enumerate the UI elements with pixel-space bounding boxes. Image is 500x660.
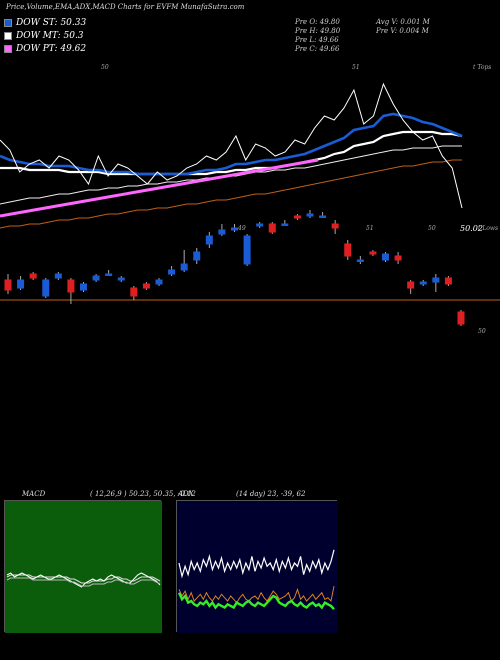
chart-title: Price,Volume,EMA,ADX,MACD Charts for EVF…	[6, 3, 245, 11]
trend-label-5: 50	[428, 225, 436, 232]
adx-plus-di-line	[178, 549, 335, 579]
candle-body	[231, 227, 238, 231]
legend-label-mt: DOW MT: 50.3	[16, 31, 84, 41]
macd-signal-line	[6, 574, 161, 584]
trend-label-4: 51	[366, 225, 374, 232]
ohlc-close: Pre C: 49.66	[295, 45, 340, 53]
legend-dow-st: DOW ST: 50.33	[4, 18, 86, 28]
last-price-label: 50.02	[460, 224, 483, 233]
candle-body	[117, 277, 125, 281]
candle-body	[155, 279, 163, 285]
adx-minus-di-line	[178, 586, 335, 604]
ref-line-label: 50	[478, 328, 486, 335]
adx-plot	[177, 501, 338, 633]
candle-body	[444, 277, 452, 285]
candle-body	[419, 281, 427, 285]
candle-body	[142, 283, 150, 289]
candle-body	[369, 251, 377, 255]
macd-histogram-envelope	[6, 577, 161, 587]
close-price-line	[0, 82, 463, 209]
candle-body	[394, 255, 402, 261]
adx-line	[177, 592, 335, 611]
prev-volume: Pre V: 0.004 M	[376, 27, 429, 35]
candle-body	[407, 281, 415, 289]
candle-body	[218, 229, 226, 235]
adx-params: (14 day) 23, -39, 62	[236, 490, 306, 498]
candle-body	[319, 215, 327, 218]
candle-body	[432, 277, 440, 283]
price-chart	[0, 82, 500, 326]
candle-body	[457, 311, 465, 325]
adx-title: ADX	[178, 490, 194, 498]
avg-volume: Avg V: 0.001 M	[376, 18, 430, 26]
candle-body	[256, 223, 264, 227]
candle-body	[130, 287, 138, 297]
candle-body	[382, 253, 389, 261]
tops-label: t Tops	[473, 64, 492, 71]
legend-label-pt: DOW PT: 49.62	[16, 44, 87, 54]
candle-body	[205, 235, 213, 245]
legend-swatch-mt	[4, 31, 12, 40]
candle-body	[180, 263, 188, 271]
legend-label-st: DOW ST: 50.33	[16, 18, 87, 28]
macd-plot	[5, 501, 162, 633]
pink-trend-line	[0, 158, 319, 218]
legend-dow-pt: DOW PT: 49.62	[4, 44, 86, 54]
legend-dow-mt: DOW MT: 50.3	[4, 31, 84, 41]
candle-body	[42, 279, 50, 297]
trend-label-3: 49	[238, 225, 246, 232]
candle-body	[29, 273, 37, 279]
candle-body	[17, 279, 25, 289]
trend-label-1: 50	[101, 64, 109, 71]
candle-body	[268, 223, 276, 233]
ohlc-high: Pre H: 49.80	[295, 27, 341, 35]
legend-swatch-st	[4, 18, 12, 27]
candle-body	[193, 251, 201, 261]
macd-line	[6, 572, 161, 588]
macd-params: ( 12,26,9 ) 50.23, 50.35, -0.12	[90, 490, 196, 498]
candle-body	[4, 279, 12, 291]
macd-background	[5, 501, 162, 633]
adx-panel	[176, 500, 338, 633]
legend-swatch-pt	[4, 44, 12, 53]
candle-body	[344, 243, 352, 257]
candle-body	[306, 213, 314, 217]
macd-title: MACD	[22, 490, 46, 498]
ohlc-low: Pre L: 49.66	[295, 36, 339, 44]
candle-body	[54, 273, 62, 279]
candle-body	[92, 275, 100, 281]
candle-body	[281, 223, 289, 226]
candle-body	[67, 279, 75, 293]
candle-body	[80, 283, 87, 291]
candle-body	[243, 235, 251, 265]
candle-body	[356, 259, 364, 262]
candle-body	[168, 269, 176, 275]
candle-body	[293, 215, 301, 219]
candle-body	[331, 223, 339, 229]
trend-label-2: 51	[352, 64, 360, 71]
ema-mid-line	[0, 130, 463, 176]
macd-panel	[4, 500, 162, 633]
lows-label: t Lows	[478, 225, 499, 232]
candle-body	[105, 273, 113, 276]
ema-200-line	[0, 159, 462, 229]
ohlc-open: Pre O: 49.80	[295, 18, 340, 26]
